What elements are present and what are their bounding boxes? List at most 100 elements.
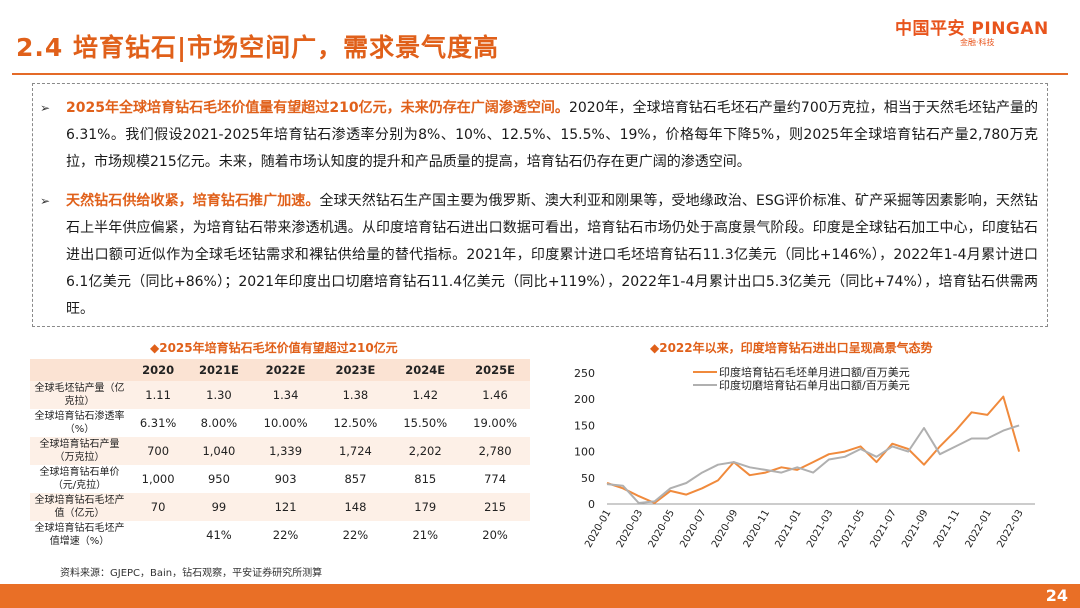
page-title: 2.4 培育钻石|市场空间广，需求景气度高 [16,33,500,62]
table-header-row: 2020 2021E 2022E 2023E 2024E 2025E [30,359,530,381]
table-cell: 121 [250,493,321,521]
chart-series [606,395,1021,504]
bullet-2-highlight: 天然钻石供给收紧，培育钻石推广加速。 [66,193,320,209]
bullet-arrow-icon: ➢ [40,194,51,208]
table-row: 全球培育钻石单价（元/克拉） 1,000 950 903 857 815 774 [30,465,530,493]
table-cell: 950 [207,472,230,486]
series-line-1 [606,395,1021,504]
valuation-table: 2020 2021E 2022E 2023E 2024E 2025E 全球毛坯钻… [30,359,530,549]
table-cell: 2,780 [460,437,530,465]
table-cell: 1,724 [320,437,391,465]
table-cell: 10.00% [263,416,308,430]
table-cell: 774 [484,472,507,486]
table-cell: 1.38 [320,381,391,409]
table-header-cell: 2024E [390,359,461,381]
x-tick-label: 2022-03 [995,508,1025,550]
x-tick-label: 2022-01 [964,508,994,550]
row-header: 全球培育钻石渗透率（%） [34,411,125,435]
table-row: 全球培育钻石产量（万克拉） 700 1,040 1,339 1,724 2,20… [30,437,530,465]
y-tick-label: 200 [574,393,595,406]
table-cell: 1.11 [129,381,188,409]
bullet-2: ➢ 天然钻石供给收紧，培育钻石推广加速。全球天然钻石生产国主要为俄罗斯、澳大利亚… [40,188,1038,323]
bullet-1-highlight: 2025年全球培育钻石毛坯价值量有望超过210亿元，未来仍存在广阔渗透空间。 [66,100,569,116]
table-title: ◆2025年培育钻石毛坯价值有望超过210亿元 [150,341,398,355]
x-tick-label: 2021-09 [900,508,930,550]
table-header-cell: 2023E [320,359,391,381]
logo-tagline: 金融·科技 [960,38,995,47]
table-row: 全球培育钻石渗透率（%） 6.31% 8.00% 10.00% 12.50% 1… [30,409,530,437]
y-tick-label: 100 [574,446,595,459]
footer-bar: 24 [0,584,1080,608]
y-tick-label: 250 [574,367,595,380]
series-line-2 [606,424,1020,504]
x-tick-label: 2021-03 [805,508,835,550]
table-row: 全球毛坯钻产量（亿克拉） 1.11 1.30 1.34 1.38 1.42 1.… [30,381,530,409]
table-header-cell [30,359,129,381]
table-cell: 21% [412,528,439,542]
table-cell: 1.46 [460,381,530,409]
table-cell: 70 [129,493,188,521]
table-cell: 857 [344,472,367,486]
table-cell [129,521,187,549]
table-cell: 2,202 [390,437,461,465]
table-cell: 8.00% [200,416,238,430]
table-cell: 99 [187,493,251,521]
table-cell: 15.50% [403,416,448,430]
row-header: 全球培育钻石毛坯产值（亿元） [30,493,129,521]
table-cell: 903 [274,472,297,486]
chart-title: ◆2022年以来，印度培育钻石进出口呈现高景气态势 [650,341,933,355]
x-tick-label: 2020-01 [583,508,613,550]
table-cell: 12.50% [333,416,378,430]
page-number: 24 [1045,586,1068,605]
table-header-cell: 2025E [460,359,530,381]
title-divider [12,73,1068,75]
row-header: 全球培育钻石产量（万克拉） [30,437,129,465]
table-row: 全球培育钻石毛坯产值增速（%） 41% 22% 22% 21% 20% [30,521,530,549]
table-cell: 22% [342,528,369,542]
company-logo: 中国平安 PINGAN [895,19,1049,39]
table-header-cell: 2021E [187,359,251,381]
y-tick-label: 50 [581,472,595,485]
table-cell: 700 [129,437,188,465]
table-cell: 179 [390,493,461,521]
legend-label: 印度培育钻石毛坯单月进口额/百万美元 [719,365,910,379]
source-note: 资料来源：GJEPC，Bain，钻石观察，平安证券研究所测算 [60,568,323,579]
table-cell: 22% [272,528,299,542]
table-header-cell: 2022E [250,359,321,381]
x-tick-label: 2020-07 [678,508,708,550]
table-cell: 1,040 [187,437,251,465]
table-cell: 1,000 [141,472,175,486]
table-cell: 1.34 [250,381,321,409]
row-header: 全球毛坯钻产量（亿克拉） [30,381,129,409]
table-row: 全球培育钻石毛坯产值（亿元） 70 99 121 148 179 215 [30,493,530,521]
row-header: 全球培育钻石毛坯产值增速（%） [34,523,125,547]
x-tick-label: 2021-11 [932,508,962,550]
table-cell: 6.31% [139,416,177,430]
y-tick-label: 150 [574,419,595,432]
table-cell: 215 [460,493,530,521]
x-tick-label: 2020-11 [742,508,772,550]
table-header-cell: 2020 [129,359,188,381]
x-tick-label: 2021-01 [773,508,803,550]
bullet-2-text: 全球天然钻石生产国主要为俄罗斯、澳大利亚和刚果等，受地缘政治、ESG评价标准、矿… [66,193,1039,317]
table-cell: 19.00% [473,416,517,430]
bullet-1-text: 2020年，全球培育钻石毛坯石产量约700万克拉，相当于天然毛坯钻产量的6.31… [66,100,1038,170]
table-cell: 815 [414,472,437,486]
x-tick-label: 2020-05 [647,508,677,550]
x-tick-label: 2020-03 [615,508,645,550]
table-cell: 1.30 [187,381,251,409]
table-cell: 1,339 [250,437,321,465]
bullet-1: ➢ 2025年全球培育钻石毛坯价值量有望超过210亿元，未来仍存在广阔渗透空间。… [40,95,1038,176]
table-cell: 148 [320,493,391,521]
x-tick-label: 2021-05 [837,508,867,550]
bullet-arrow-icon: ➢ [40,101,51,115]
table-cell: 1.42 [390,381,461,409]
row-header: 全球培育钻石单价（元/克拉） [39,467,120,491]
x-tick-label: 2021-07 [869,508,899,550]
x-tick-label: 2020-09 [710,508,740,550]
y-tick-label: 0 [588,498,595,511]
summary-box [32,83,1048,327]
